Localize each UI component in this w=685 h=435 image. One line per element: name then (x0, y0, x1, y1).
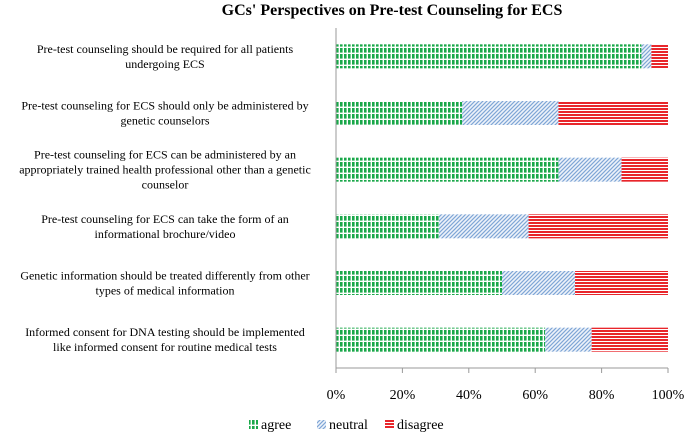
category-label-line: Pre-test counseling for ECS can be admin… (34, 148, 296, 162)
category-label-line: Pre-test counseling for ECS can take the… (41, 212, 289, 226)
category-label-line: types of medical information (96, 284, 235, 298)
legend-swatch-neutral (317, 420, 326, 429)
legend-label-disagree: disagree (397, 418, 444, 433)
category-label-line: counselor (142, 178, 189, 192)
category-label-line: genetic counselors (121, 114, 210, 128)
category-label-2: Pre-test counseling for ECS should only … (21, 99, 308, 128)
x-tick-label: 20% (390, 388, 416, 403)
bar-agree-3 (336, 157, 559, 182)
category-label-line: informational brochure/video (95, 227, 236, 241)
bar-agree-4 (336, 214, 439, 239)
bar-disagree-6 (591, 327, 668, 352)
chart-title: GCs' Perspectives on Pre-test Counseling… (222, 2, 563, 19)
bar-neutral-4 (438, 214, 529, 239)
bar-disagree-4 (528, 214, 668, 239)
category-label-6: Informed consent for DNA testing should … (25, 325, 305, 354)
x-tick-label: 80% (589, 388, 615, 403)
x-tick-label: 100% (652, 388, 685, 403)
category-label-line: appropriately trained health professiona… (19, 163, 311, 177)
bar-disagree-1 (651, 44, 668, 69)
x-axis-ticks: 0% 20% 40% 60% 80% 100% (327, 368, 685, 403)
bar-disagree-3 (621, 157, 668, 182)
category-label-1: Pre-test counseling should be required f… (37, 42, 294, 71)
bar-disagree-5 (575, 271, 668, 295)
category-label-line: Genetic information should be treated di… (20, 269, 309, 283)
category-label-line: Pre-test counseling should be required f… (37, 42, 294, 56)
bar-neutral-3 (558, 157, 622, 182)
category-label-line: like informed consent for routine medica… (53, 340, 277, 354)
category-label-line: Pre-test counseling for ECS should only … (21, 99, 308, 113)
legend: agree neutral disagree (249, 418, 444, 433)
category-label-line: Informed consent for DNA testing should … (25, 325, 305, 339)
bar-neutral-2 (462, 101, 559, 125)
bar-neutral-6 (545, 327, 592, 352)
bar-neutral-5 (502, 271, 576, 295)
bar-agree-2 (336, 101, 463, 125)
x-tick-label: 60% (522, 388, 548, 403)
bars-group (336, 44, 668, 352)
bar-agree-6 (336, 327, 546, 352)
category-label-3: Pre-test counseling for ECS can be admin… (19, 148, 311, 192)
x-tick-label: 0% (327, 388, 346, 403)
legend-label-neutral: neutral (329, 418, 368, 433)
bar-agree-5 (336, 271, 502, 295)
category-label-4: Pre-test counseling for ECS can take the… (41, 212, 289, 241)
legend-swatch-agree (249, 420, 258, 429)
category-labels: Pre-test counseling should be required f… (19, 42, 311, 354)
category-label-5: Genetic information should be treated di… (20, 269, 309, 298)
bar-disagree-2 (558, 101, 668, 125)
x-tick-label: 40% (456, 388, 482, 403)
bar-neutral-1 (641, 44, 652, 69)
legend-swatch-disagree (385, 420, 394, 429)
bar-agree-1 (336, 44, 642, 69)
category-label-line: undergoing ECS (125, 57, 204, 71)
legend-label-agree: agree (261, 418, 291, 433)
